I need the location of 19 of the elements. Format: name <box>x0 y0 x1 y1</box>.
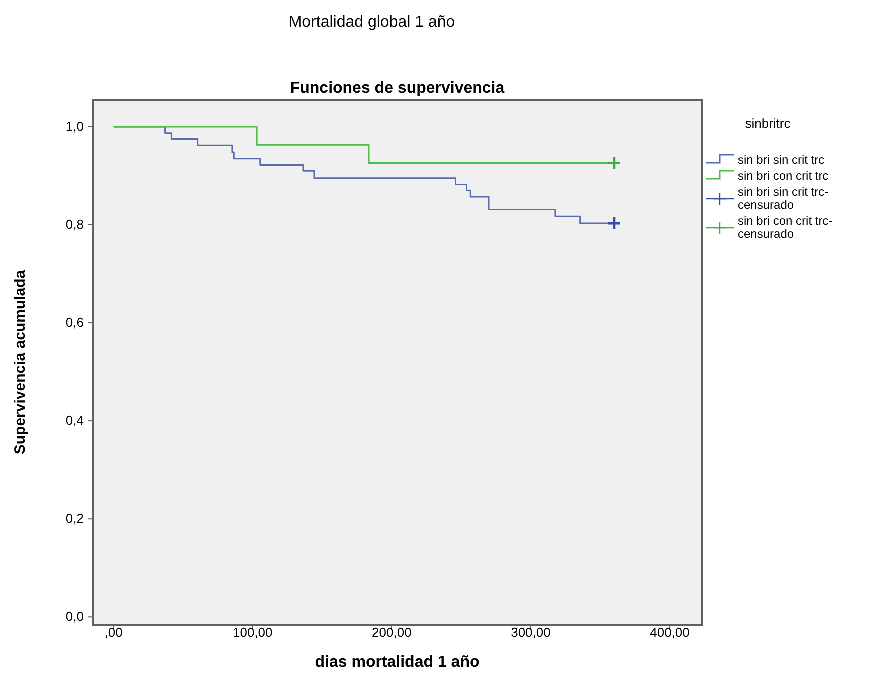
y-tick-label: 1,0 <box>66 118 84 134</box>
legend-label: sin bri sin crit trc <box>738 153 825 167</box>
y-tick-label: 0,4 <box>66 413 84 428</box>
x-tick-label: 100,00 <box>233 625 273 640</box>
legend-label: sin bri con crit trc-censurado <box>738 214 833 241</box>
y-tick-label: 0,2 <box>66 511 84 526</box>
chart-subtitle: Funciones de supervivencia <box>290 80 505 97</box>
x-tick-label: 200,00 <box>372 625 412 640</box>
y-axis-title: Supervivencia acumulada <box>12 270 29 455</box>
y-tick-label: 0,0 <box>66 609 84 624</box>
chart-title: Mortalidad global 1 año <box>288 14 456 31</box>
x-axis-title: dias mortalidad 1 año <box>315 654 480 671</box>
y-tick-label: 0,8 <box>66 217 84 232</box>
y-tick-label: 0,6 <box>66 315 84 330</box>
x-tick-label: ,00 <box>104 625 123 640</box>
legend-label: sin bri con crit trc <box>738 169 829 183</box>
x-tick-label: 300,00 <box>511 625 551 640</box>
x-tick-label: 400,00 <box>650 625 690 640</box>
legend-title: sinbritrc <box>745 116 792 131</box>
